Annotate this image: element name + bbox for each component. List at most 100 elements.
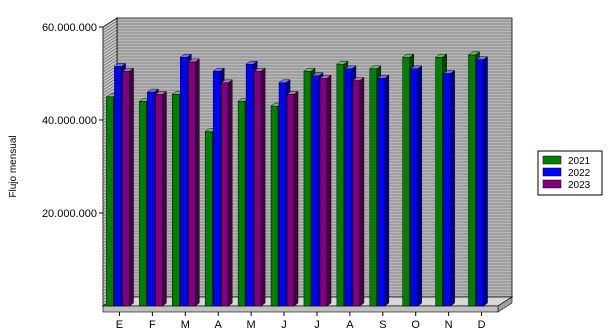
gridline [102,35,118,46]
bar-side [417,65,422,307]
bar-front [253,70,262,307]
bar-2023-3 [187,58,201,307]
x-tick-label: O [411,319,420,331]
bar-side [384,74,390,307]
y-tick-label: 40.000.000 [42,115,97,127]
gridline [102,41,118,52]
bar-front [319,77,328,307]
bar-front [435,56,443,307]
bar-top [212,67,225,72]
gridline [102,62,118,73]
y-tick-label: 60.000.000 [42,22,97,34]
bar-front [402,56,410,307]
bar-top [187,58,201,63]
bar-front [188,61,196,307]
bar-top [377,74,390,79]
bar-top [475,56,489,60]
x-tick-label: M [181,319,190,331]
bar-top [311,72,324,77]
bar-front [468,54,476,307]
gridline [102,38,118,49]
bar-top [146,88,160,93]
bar-2022-10 [409,65,423,307]
bar-front [180,56,188,307]
bar-front [204,131,213,307]
x-tick-label: S [379,319,386,331]
x-tick-label: E [116,319,123,331]
bar-front [155,94,163,307]
bar-front [303,70,312,307]
bar-side [227,79,233,307]
bar-top [220,79,233,84]
gridline [102,47,118,58]
bar-top [121,67,135,72]
bar-side [162,90,167,307]
x-tick-label: J [314,319,320,331]
bar-front [476,59,484,307]
bar-top [467,51,481,56]
bar-top [113,63,127,67]
legend-swatch-2021 [542,155,562,165]
gridline [102,20,118,31]
bar-front [344,68,353,307]
legend-swatch-2022 [542,167,562,177]
bar-top [245,60,258,65]
gridline [102,44,118,55]
y-axis-label: Flujo mensual [8,135,19,197]
gridline [102,32,118,43]
bar-top [303,67,316,72]
bar-front [270,105,279,307]
bar-front [245,63,254,307]
bar-front [172,94,180,307]
gridline [102,29,118,40]
bar-2022-9 [377,74,390,307]
bar-front [336,63,345,307]
bar-top [179,53,193,58]
gridline [102,23,118,34]
bar-top [409,65,423,70]
legend-label-2023: 2023 [568,180,591,191]
bar-side [326,74,332,307]
x-tick-label: A [346,319,354,331]
bar-top [253,67,266,72]
x-tick-label: J [281,319,287,331]
bar-front [220,82,229,307]
bar-top [154,91,168,95]
bar-top [278,79,291,84]
bar-2023-6 [286,90,299,307]
bar-front [212,70,221,307]
bar-2022-11 [442,70,456,307]
bar-side [260,67,266,307]
legend-swatch-2023 [542,179,562,189]
bar-front [286,94,295,307]
bar-front [139,101,147,307]
bar-top [434,53,448,58]
bar-top [336,60,349,65]
bar-top [286,91,299,95]
legend-label-2022: 2022 [568,168,591,179]
gridline [102,26,118,37]
bar-top [442,70,456,74]
bar-front [237,101,246,307]
bar-front [352,80,361,307]
x-tick-label: F [149,319,156,331]
bar-top [401,53,415,58]
x-tick-label: N [445,319,453,331]
bar-front [377,77,386,307]
gridline [102,56,118,67]
bar-2023-4 [220,79,233,307]
bar-side [129,67,134,307]
bar-2023-1 [121,67,135,307]
bar-side [359,77,365,307]
x-tick-label: D [478,319,486,331]
bar-side [483,56,488,307]
bar-front [147,91,155,307]
legend-label-2021: 2021 [568,156,591,167]
bar-front [369,68,378,307]
bar-2023-8 [352,77,365,307]
bar-front [410,68,418,307]
bar-2023-7 [319,74,332,307]
bar-top [319,74,332,79]
bar-2022-12 [475,56,489,307]
